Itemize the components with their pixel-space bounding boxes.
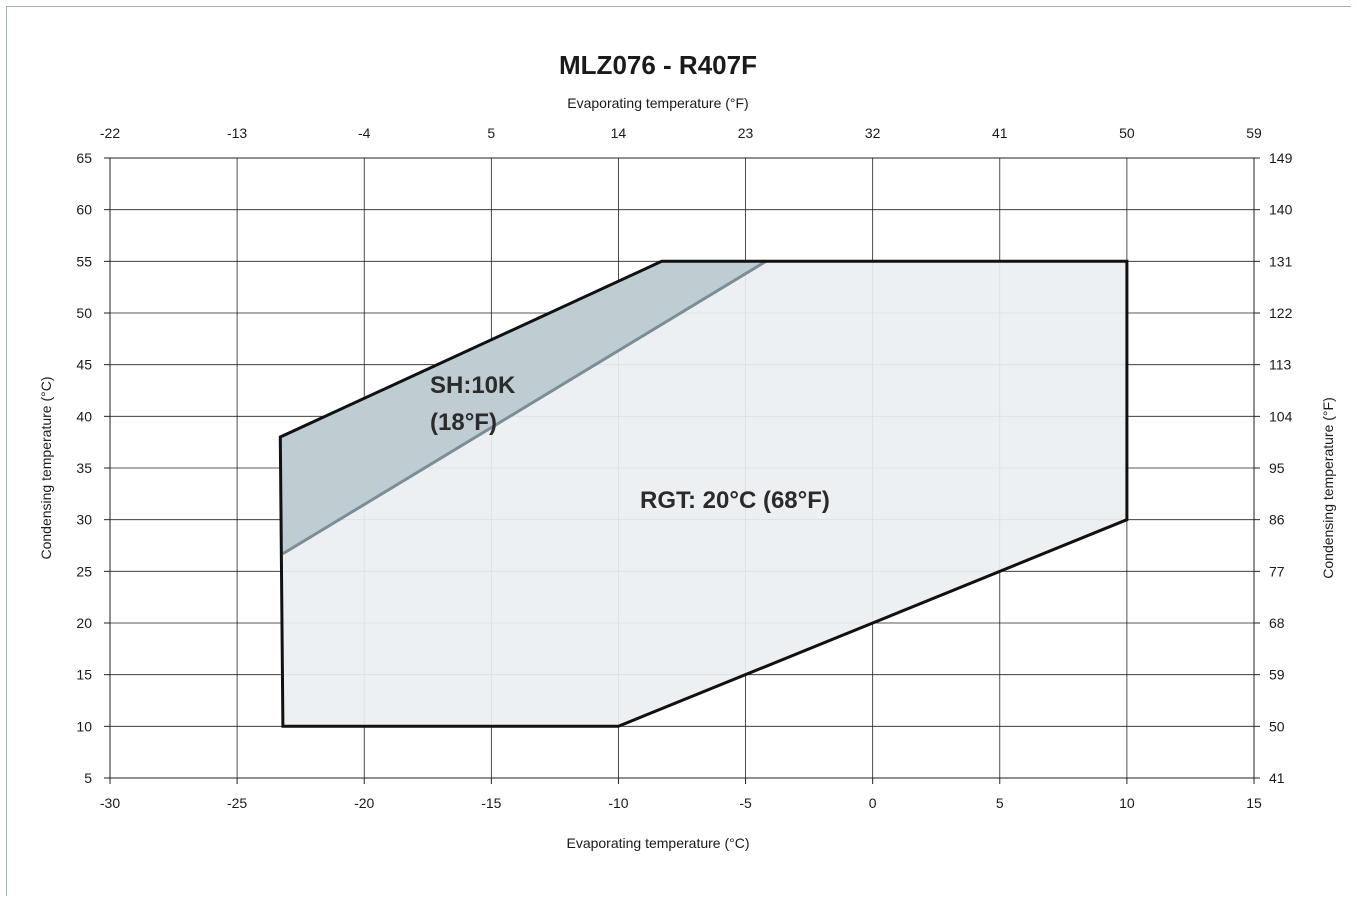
x-tick-label-bottom: -30: [100, 795, 120, 811]
y-tick-label-left: 40: [76, 408, 92, 424]
y-tick-label-left: 15: [76, 667, 92, 683]
x-tick-label-bottom: 0: [869, 795, 877, 811]
x-tick-label-top: 14: [611, 125, 627, 141]
rgt-label: RGT: 20°C (68°F): [640, 487, 830, 514]
x-tick-label-top: -4: [358, 125, 371, 141]
x-tick-label-top: 50: [1119, 125, 1135, 141]
x-tick-label-bottom: -5: [739, 795, 752, 811]
tick-labels: -30 -25 -20 -15 -10 -5 0 5 10 15 -22 -13 -4 5 14 23 32 41…: [76, 125, 1292, 811]
x-tick-label-top: 59: [1246, 125, 1262, 141]
x-tick-label-bottom: 10: [1119, 795, 1135, 811]
x-tick-label-bottom: 5: [996, 795, 1004, 811]
y-tick-label-left: 10: [76, 718, 92, 734]
chart-frame: [6, 6, 1351, 896]
y-tick-label-left: 55: [76, 253, 92, 269]
y-tick-label-right: 131: [1269, 253, 1293, 269]
x-axis-title-bottom: Evaporating temperature (°C): [566, 835, 749, 851]
x-tick-label-bottom: 15: [1246, 795, 1262, 811]
y-tick-label-left: 45: [76, 357, 92, 373]
envelope-outline: [278, 259, 1129, 728]
y-tick-label-right: 50: [1269, 718, 1285, 734]
y-tick-label-right: 95: [1269, 460, 1285, 476]
y-tick-label-left: 25: [76, 563, 92, 579]
x-tick-label-bottom: -25: [227, 795, 247, 811]
x-tick-label-bottom: -10: [608, 795, 628, 811]
y-tick-label-left: 60: [76, 202, 92, 218]
y-axis-title-right: Condensing temperature (°F): [1320, 397, 1336, 578]
y-tick-label-left: 20: [76, 615, 92, 631]
sh-boundary-line: [282, 260, 767, 556]
y-tick-label-left: 50: [76, 305, 92, 321]
x-tick-label-top: 23: [738, 125, 754, 141]
x-tick-label-top: 32: [865, 125, 881, 141]
x-tick-label-bottom: -20: [354, 795, 374, 811]
y-tick-label-right: 149: [1269, 150, 1293, 166]
y-tick-label-left: 65: [76, 150, 92, 166]
x-tick-label-top: 41: [992, 125, 1008, 141]
y-tick-label-right: 59: [1269, 667, 1285, 683]
y-tick-label-right: 122: [1269, 305, 1293, 321]
y-tick-label-left: 35: [76, 460, 92, 476]
y-tick-label-right: 77: [1269, 563, 1285, 579]
y-tick-label-left: 30: [76, 512, 92, 528]
y-tick-label-right: 104: [1269, 408, 1293, 424]
x-tick-label-bottom: -15: [481, 795, 501, 811]
chart-title: MLZ076 - R407F: [559, 50, 757, 80]
y-tick-label-right: 113: [1269, 357, 1292, 373]
x-axis-title-top: Evaporating temperature (°F): [567, 95, 748, 111]
sh-label-line1: SH:10K: [430, 372, 516, 399]
y-tick-label-left: 5: [84, 770, 92, 786]
x-tick-label-top: -13: [227, 125, 247, 141]
x-tick-label-top: -22: [100, 125, 120, 141]
y-tick-label-right: 41: [1269, 770, 1285, 786]
y-axis-title-left: Condensing temperature (°C): [38, 376, 54, 559]
x-tick-label-top: 5: [487, 125, 495, 141]
sh-label-line2: (18°F): [430, 409, 497, 436]
y-tick-label-right: 68: [1269, 615, 1285, 631]
y-tick-label-right: 140: [1269, 202, 1293, 218]
y-tick-label-right: 86: [1269, 512, 1285, 528]
